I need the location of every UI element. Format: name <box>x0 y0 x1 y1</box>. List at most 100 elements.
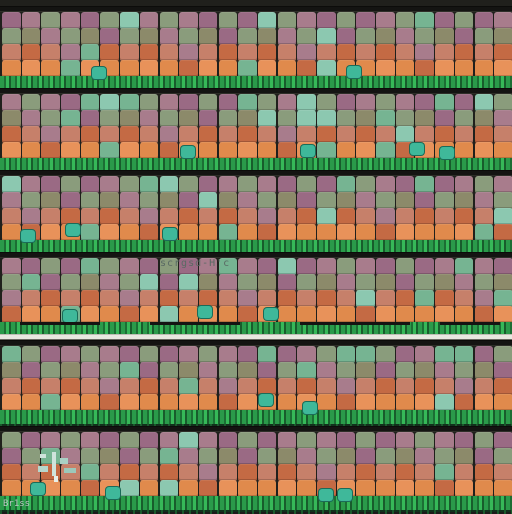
tile[interactable] <box>454 290 474 307</box>
tile[interactable] <box>454 274 474 291</box>
tile[interactable] <box>474 142 493 159</box>
tile[interactable] <box>61 290 80 307</box>
tile[interactable] <box>297 306 316 323</box>
tile[interactable] <box>159 208 178 225</box>
tile[interactable] <box>218 448 238 465</box>
tile[interactable] <box>336 94 356 111</box>
tile[interactable] <box>120 448 139 465</box>
tile[interactable] <box>159 394 178 411</box>
tile[interactable] <box>238 448 257 465</box>
tile[interactable] <box>435 448 454 465</box>
tile[interactable] <box>277 12 297 29</box>
plant-sprite-icon[interactable] <box>63 310 77 322</box>
tile[interactable] <box>474 110 493 127</box>
tile[interactable] <box>454 208 474 225</box>
tile[interactable] <box>80 44 100 61</box>
tile[interactable] <box>238 432 257 449</box>
tile[interactable] <box>474 208 493 225</box>
tile[interactable] <box>317 176 336 193</box>
tile[interactable] <box>159 60 178 77</box>
tile[interactable] <box>120 60 139 77</box>
tile[interactable] <box>356 464 375 481</box>
tile[interactable] <box>61 192 80 209</box>
tile[interactable] <box>100 94 119 111</box>
tile[interactable] <box>139 274 159 291</box>
tile[interactable] <box>198 142 218 159</box>
tile[interactable] <box>198 432 218 449</box>
tile[interactable] <box>159 290 178 307</box>
tile[interactable] <box>435 394 454 411</box>
tile[interactable] <box>80 12 100 29</box>
tile[interactable] <box>415 192 434 209</box>
tile[interactable] <box>317 60 336 77</box>
tile[interactable] <box>356 290 375 307</box>
tile[interactable] <box>41 378 60 395</box>
tile[interactable] <box>376 346 395 363</box>
tile[interactable] <box>474 306 493 323</box>
tile[interactable] <box>494 110 512 127</box>
tile[interactable] <box>238 306 257 323</box>
tile[interactable] <box>238 346 257 363</box>
tile[interactable] <box>317 274 336 291</box>
tile[interactable] <box>474 192 493 209</box>
tile[interactable] <box>238 110 257 127</box>
tile[interactable] <box>454 480 474 497</box>
tile[interactable] <box>100 378 119 395</box>
tile[interactable] <box>100 44 119 61</box>
tile[interactable] <box>218 44 238 61</box>
tile[interactable] <box>2 224 21 241</box>
tile[interactable] <box>41 176 60 193</box>
tile[interactable] <box>179 110 198 127</box>
tile[interactable] <box>277 44 297 61</box>
tile[interactable] <box>474 94 493 111</box>
tile[interactable] <box>395 290 415 307</box>
tile[interactable] <box>435 346 454 363</box>
tile[interactable] <box>159 258 178 275</box>
tile[interactable] <box>474 378 493 395</box>
tile[interactable] <box>238 192 257 209</box>
tile[interactable] <box>376 12 395 29</box>
tile[interactable] <box>100 394 119 411</box>
tile[interactable] <box>238 274 257 291</box>
tile[interactable] <box>120 142 139 159</box>
tile[interactable] <box>317 306 336 323</box>
tile[interactable] <box>80 362 100 379</box>
tile[interactable] <box>435 126 454 143</box>
tile[interactable] <box>336 192 356 209</box>
tile[interactable] <box>277 142 297 159</box>
tile[interactable] <box>238 378 257 395</box>
tile[interactable] <box>100 110 119 127</box>
tile[interactable] <box>120 208 139 225</box>
tile[interactable] <box>198 346 218 363</box>
tile[interactable] <box>120 44 139 61</box>
tile[interactable] <box>277 258 297 275</box>
tile[interactable] <box>100 362 119 379</box>
plant-sprite-icon[interactable] <box>338 489 352 501</box>
tile[interactable] <box>218 208 238 225</box>
tile[interactable] <box>336 126 356 143</box>
tile[interactable] <box>376 44 395 61</box>
tile[interactable] <box>257 480 277 497</box>
tile[interactable] <box>454 258 474 275</box>
tile[interactable] <box>61 176 80 193</box>
tile[interactable] <box>257 44 277 61</box>
tile[interactable] <box>218 176 238 193</box>
tile[interactable] <box>21 464 41 481</box>
tile[interactable] <box>2 394 21 411</box>
tile[interactable] <box>2 480 21 497</box>
tile[interactable] <box>395 346 415 363</box>
tile[interactable] <box>61 12 80 29</box>
tile[interactable] <box>159 44 178 61</box>
tile[interactable] <box>238 44 257 61</box>
tile[interactable] <box>395 258 415 275</box>
tile[interactable] <box>238 394 257 411</box>
tile[interactable] <box>317 208 336 225</box>
tile[interactable] <box>494 346 512 363</box>
tile[interactable] <box>120 258 139 275</box>
tile[interactable] <box>454 378 474 395</box>
tile[interactable] <box>257 432 277 449</box>
tile[interactable] <box>356 346 375 363</box>
tile[interactable] <box>21 192 41 209</box>
tile[interactable] <box>317 346 336 363</box>
tile[interactable] <box>218 290 238 307</box>
